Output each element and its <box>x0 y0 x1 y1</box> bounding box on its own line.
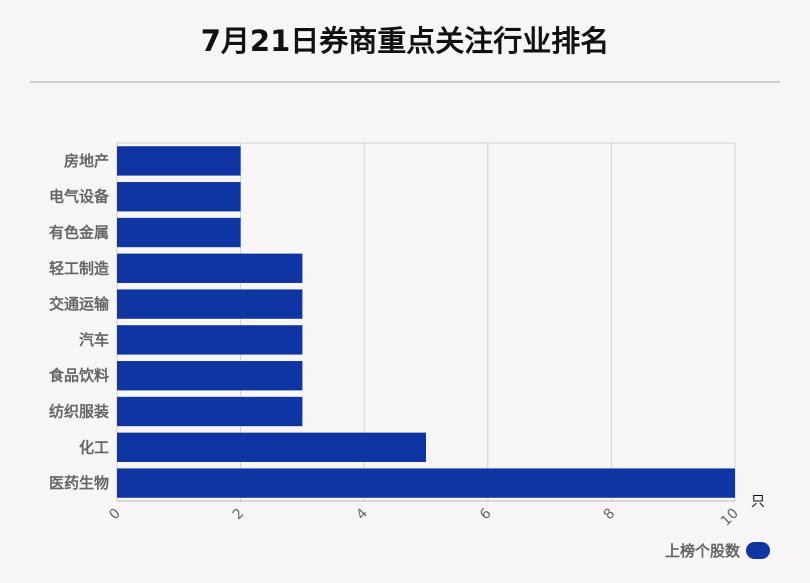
bar[interactable] <box>117 325 303 355</box>
x-axis-unit: 只 <box>751 494 765 510</box>
legend-swatch <box>746 542 770 559</box>
bar[interactable] <box>117 396 303 427</box>
bars <box>117 146 735 498</box>
legend[interactable]: 上榜个股数 <box>665 540 770 561</box>
title-divider <box>30 81 780 83</box>
x-tick-label: 0 <box>106 506 124 524</box>
bar[interactable] <box>117 182 241 212</box>
x-tick-label: 6 <box>477 505 495 523</box>
x-tick-label: 4 <box>353 505 371 523</box>
bar[interactable] <box>117 468 735 498</box>
chart-title: 7月21日券商重点关注行业排名 <box>200 24 610 58</box>
category-label: 食品饮料 <box>49 367 109 385</box>
bar[interactable] <box>117 432 426 462</box>
bar[interactable] <box>117 289 303 319</box>
category-label: 电气设备 <box>49 188 110 206</box>
category-label: 医药生物 <box>49 474 109 492</box>
bar[interactable] <box>117 146 241 176</box>
x-tick-label: 10 <box>718 506 742 530</box>
x-tick-label: 2 <box>230 506 248 524</box>
bar[interactable] <box>117 361 303 391</box>
category-label: 化工 <box>79 438 109 456</box>
bar[interactable] <box>117 253 303 283</box>
x-tick-labels: 0 2 4 6 8 10 <box>106 505 742 529</box>
category-label: 有色金属 <box>49 224 109 242</box>
category-label: 汽车 <box>79 331 109 349</box>
legend-label: 上榜个股数 <box>664 542 740 560</box>
category-label: 交通运输 <box>49 295 110 313</box>
x-tick-label: 8 <box>601 506 619 524</box>
category-label: 纺织服装 <box>49 403 110 421</box>
bar[interactable] <box>117 217 241 248</box>
category-label: 房地产 <box>64 152 109 170</box>
category-label: 轻工制造 <box>49 259 109 277</box>
